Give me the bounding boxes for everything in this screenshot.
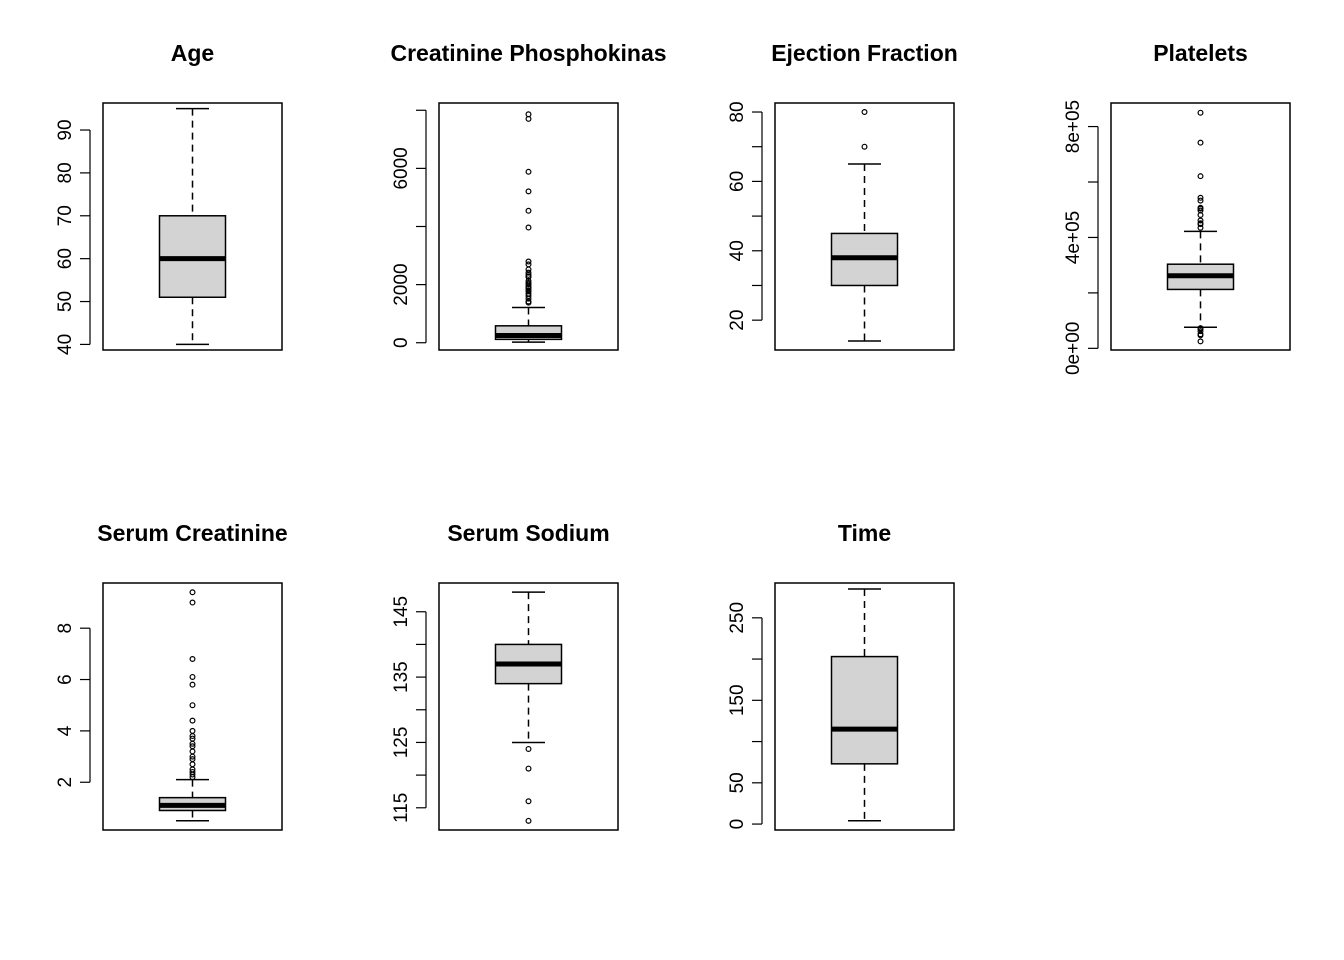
outlier-point <box>189 756 196 763</box>
outlier-point <box>861 109 868 116</box>
outlier-point <box>189 702 196 709</box>
outlier-point <box>189 673 196 680</box>
y-tick-label: 135 <box>391 661 412 693</box>
outlier-point <box>525 168 532 175</box>
y-tick-label: 0 <box>727 819 748 830</box>
y-tick-label: 40 <box>727 240 748 261</box>
outlier-point <box>525 258 532 265</box>
outlier-point <box>525 111 532 118</box>
outlier-point <box>189 768 196 775</box>
outlier-point <box>189 681 196 688</box>
y-tick-label: 40 <box>55 334 76 355</box>
y-tick-label: 6 <box>55 674 76 685</box>
y-tick-label: 0e+00 <box>1063 322 1084 375</box>
y-tick-label: 250 <box>727 602 748 634</box>
y-tick-label: 20 <box>727 310 748 331</box>
outlier-point <box>1197 109 1204 116</box>
outlier-point <box>525 271 532 278</box>
outlier-point <box>525 298 532 305</box>
panel-title: Platelets <box>1153 40 1248 66</box>
boxplot-panel: Serum Creatinine 2 4 6 8 <box>55 520 288 831</box>
panel-title: Ejection Fraction <box>771 40 958 66</box>
y-tick-label: 125 <box>391 727 412 759</box>
boxplot-panel: Platelets 0e+00 4e+05 8e+05 <box>1063 40 1291 375</box>
outlier-point <box>1197 325 1204 332</box>
outlier-point <box>189 589 196 596</box>
y-tick-label: 60 <box>727 171 748 192</box>
outlier-point <box>189 735 196 742</box>
panel-title: Age <box>171 40 214 66</box>
outlier-point <box>525 290 532 297</box>
y-tick-label: 80 <box>727 101 748 122</box>
plot-frame <box>438 582 619 831</box>
outlier-point <box>525 269 532 276</box>
outlier-point <box>525 261 532 268</box>
outlier-point <box>1197 139 1204 146</box>
boxplot-panel: Age 40 50 60 70 80 90 <box>55 40 283 355</box>
y-tick-label: 8e+05 <box>1063 100 1084 153</box>
y-tick-label: 80 <box>55 162 76 183</box>
y-tick-label: 4 <box>55 725 76 736</box>
plot-frame <box>774 582 955 831</box>
y-tick-label: 70 <box>55 205 76 226</box>
outlier-point <box>1197 328 1204 335</box>
outlier-point <box>525 798 532 805</box>
outlier-point <box>189 655 196 662</box>
outlier-point <box>525 207 532 214</box>
y-tick-label: 90 <box>55 119 76 140</box>
y-tick-label: 50 <box>55 291 76 312</box>
panel-title: Time <box>838 520 891 546</box>
plot-frame <box>102 582 283 831</box>
y-tick-label: 50 <box>727 772 748 793</box>
outlier-point <box>189 599 196 606</box>
outlier-point <box>189 717 196 724</box>
boxplot-panel: Ejection Fraction 20 40 60 80 <box>727 40 958 351</box>
outlier-point <box>1197 173 1204 180</box>
y-tick-label: 115 <box>391 793 412 823</box>
y-tick-label: 150 <box>727 684 748 716</box>
y-tick-label: 4e+05 <box>1063 211 1084 264</box>
plot-frame <box>774 102 955 351</box>
y-tick-label: 8 <box>55 623 76 634</box>
boxplot-panel: Time 0 50 150 250 <box>727 520 955 831</box>
y-tick-label: 2000 <box>391 263 412 305</box>
boxplot-panel: Creatinine Phosphokinas 0 2000 6000 <box>390 40 667 351</box>
boxplot-panel: Serum Sodium 115 125 135 145 <box>391 520 619 831</box>
outlier-point <box>1197 220 1204 227</box>
outlier-point <box>525 188 532 195</box>
outlier-point <box>525 745 532 752</box>
outlier-point <box>1197 207 1204 214</box>
iqr-box <box>830 655 899 765</box>
outlier-point <box>1197 197 1204 204</box>
outlier-point <box>189 743 196 750</box>
y-tick-label: 6000 <box>391 147 412 189</box>
outlier-point <box>525 279 532 286</box>
plot-frame <box>102 102 283 351</box>
y-tick-label: 60 <box>55 248 76 269</box>
panel-title: Creatinine Phosphokinas <box>390 40 666 66</box>
outlier-point <box>1197 204 1204 211</box>
plot-frame <box>438 102 619 351</box>
panel-title: Serum Creatinine <box>97 520 287 546</box>
plot-frame <box>1110 102 1291 351</box>
outlier-point <box>1197 338 1204 345</box>
outlier-point <box>525 287 532 294</box>
outlier-point <box>189 727 196 734</box>
y-tick-label: 2 <box>55 777 76 788</box>
outlier-point <box>861 143 868 150</box>
outlier-point <box>1197 194 1204 201</box>
outlier-point <box>525 224 532 231</box>
panel-title: Serum Sodium <box>447 520 609 546</box>
outlier-point <box>525 817 532 824</box>
y-tick-label: 145 <box>391 596 412 628</box>
outlier-point <box>525 765 532 772</box>
outlier-point <box>1197 217 1204 224</box>
y-tick-label: 0 <box>391 337 412 348</box>
